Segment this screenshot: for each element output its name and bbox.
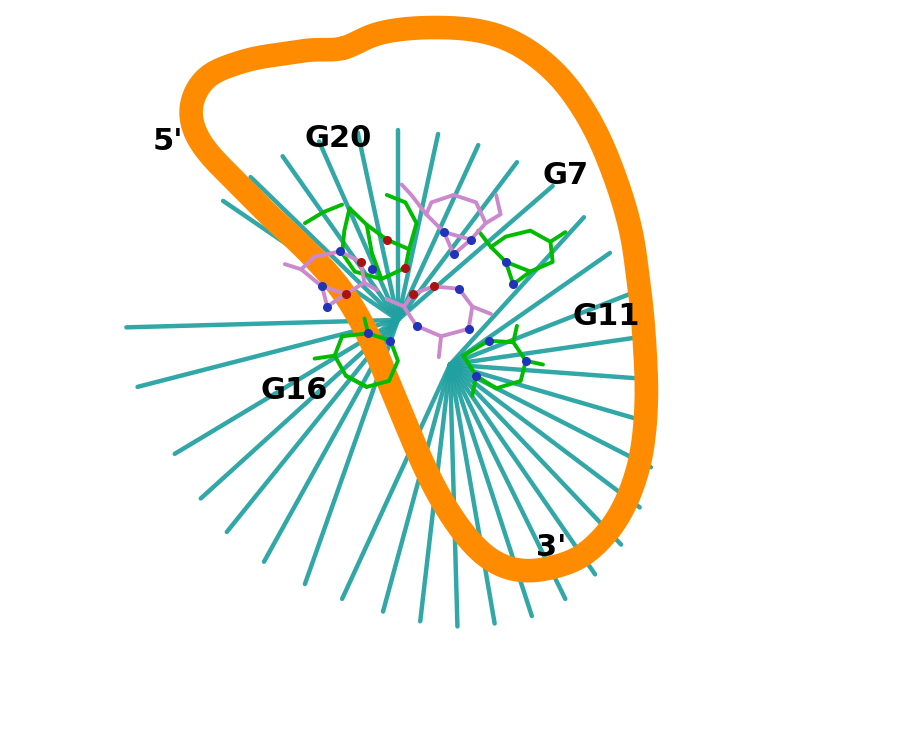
Text: 5': 5' (152, 127, 183, 156)
Text: G11: G11 (572, 302, 640, 331)
Text: G20: G20 (305, 124, 373, 153)
Text: G16: G16 (260, 376, 328, 405)
Text: G7: G7 (543, 161, 590, 190)
Text: 3': 3' (536, 533, 566, 562)
